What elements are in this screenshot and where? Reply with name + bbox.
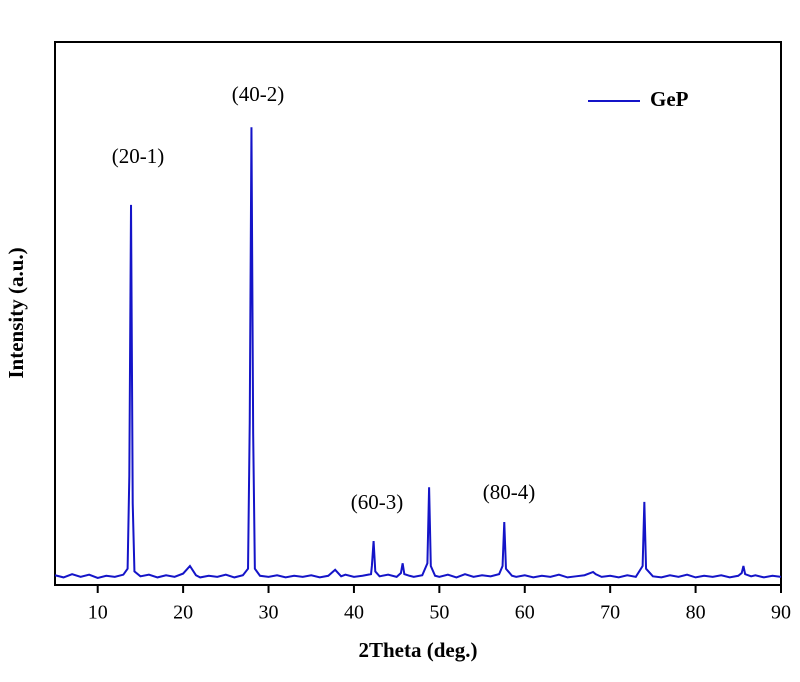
peak-annotation: (40-2) [232,82,284,106]
x-tick-label: 50 [429,602,449,624]
x-tick-label: 10 [88,602,108,624]
x-tick-label: 70 [600,602,620,624]
plot-frame [54,41,782,586]
x-tick-label: 90 [771,602,791,624]
y-axis-label: Intensity (a.u.) [4,247,28,378]
x-tick-label: 20 [173,602,193,624]
x-tick-label: 40 [344,602,364,624]
x-axis-label: 2Theta (deg.) [359,638,478,662]
x-tick-label: 80 [686,602,706,624]
x-tick-label: 60 [515,602,535,624]
x-tick-label: 30 [259,602,279,624]
data-line [54,127,782,579]
peak-annotation: (20-1) [112,144,164,168]
legend-label: GeP [650,87,689,111]
peak-annotation: (60-3) [351,490,403,514]
peak-annotation: (80-4) [483,480,535,504]
